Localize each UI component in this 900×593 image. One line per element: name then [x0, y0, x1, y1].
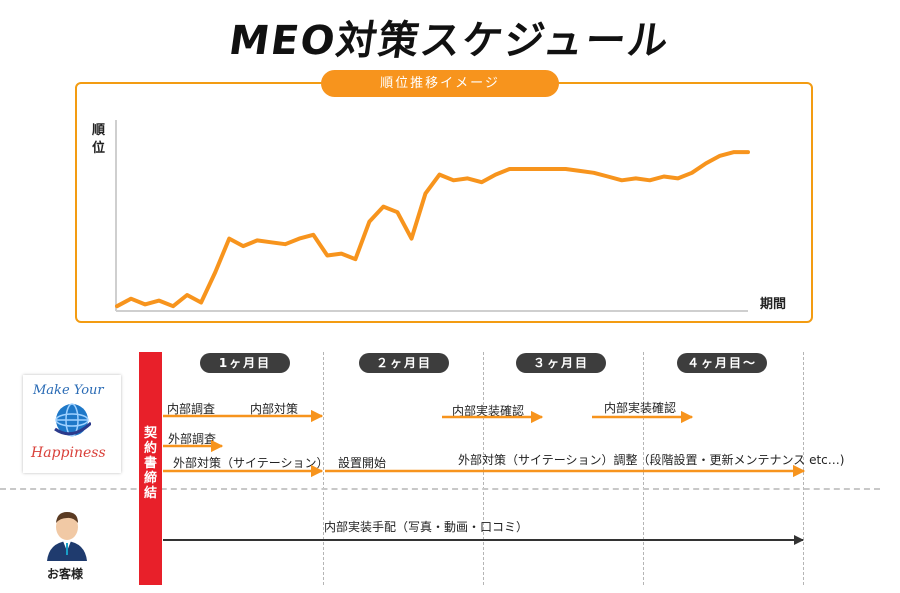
phase-month-2: ２ヶ月目	[359, 353, 449, 373]
globe-icon	[54, 403, 91, 437]
task-internal-survey: 内部調査	[167, 402, 216, 416]
task-external-adjustment: 外部対策（サイテーション）調整（段階設置・更新メンテナンス etc…)	[458, 453, 845, 467]
section-divider	[0, 488, 880, 490]
chart-banner: 順位推移イメージ	[321, 70, 559, 97]
task-internal-measures: 内部対策	[250, 402, 299, 416]
chart-series-group	[115, 150, 750, 309]
contract-label: 契約書締結	[143, 426, 157, 501]
month-divider	[323, 352, 324, 585]
month-divider	[483, 352, 484, 585]
month-divider	[643, 352, 644, 585]
y-axis-label: 順位	[92, 123, 106, 156]
task-implementation-check-1: 内部実装確認	[452, 404, 525, 418]
logo-text-top: Make Your	[33, 383, 104, 398]
series-line-0	[115, 150, 750, 309]
logo-text-bottom: Happiness	[31, 445, 106, 461]
contract-bar	[139, 352, 162, 585]
phase-month-1: 1ヶ月目	[200, 353, 290, 373]
task-implementation-check-2: 内部実装確認	[604, 401, 677, 415]
task-setup-start: 設置開始	[338, 456, 387, 470]
task-external-survey: 外部調査	[168, 432, 217, 446]
phase-month-4: ４ヶ月目～	[677, 353, 767, 373]
x-axis-label: 期間	[760, 297, 787, 312]
company-logo: Make Your Happiness	[23, 375, 121, 473]
phase-month-3: ３ヶ月目	[516, 353, 606, 373]
customer-label: お客様	[46, 567, 83, 581]
task-external-measures: 外部対策（サイテーション）	[173, 456, 329, 470]
task-customer-arrangements: 内部実装手配（写真・動画・口コミ）	[324, 520, 529, 534]
customer-avatar-icon	[47, 512, 87, 561]
